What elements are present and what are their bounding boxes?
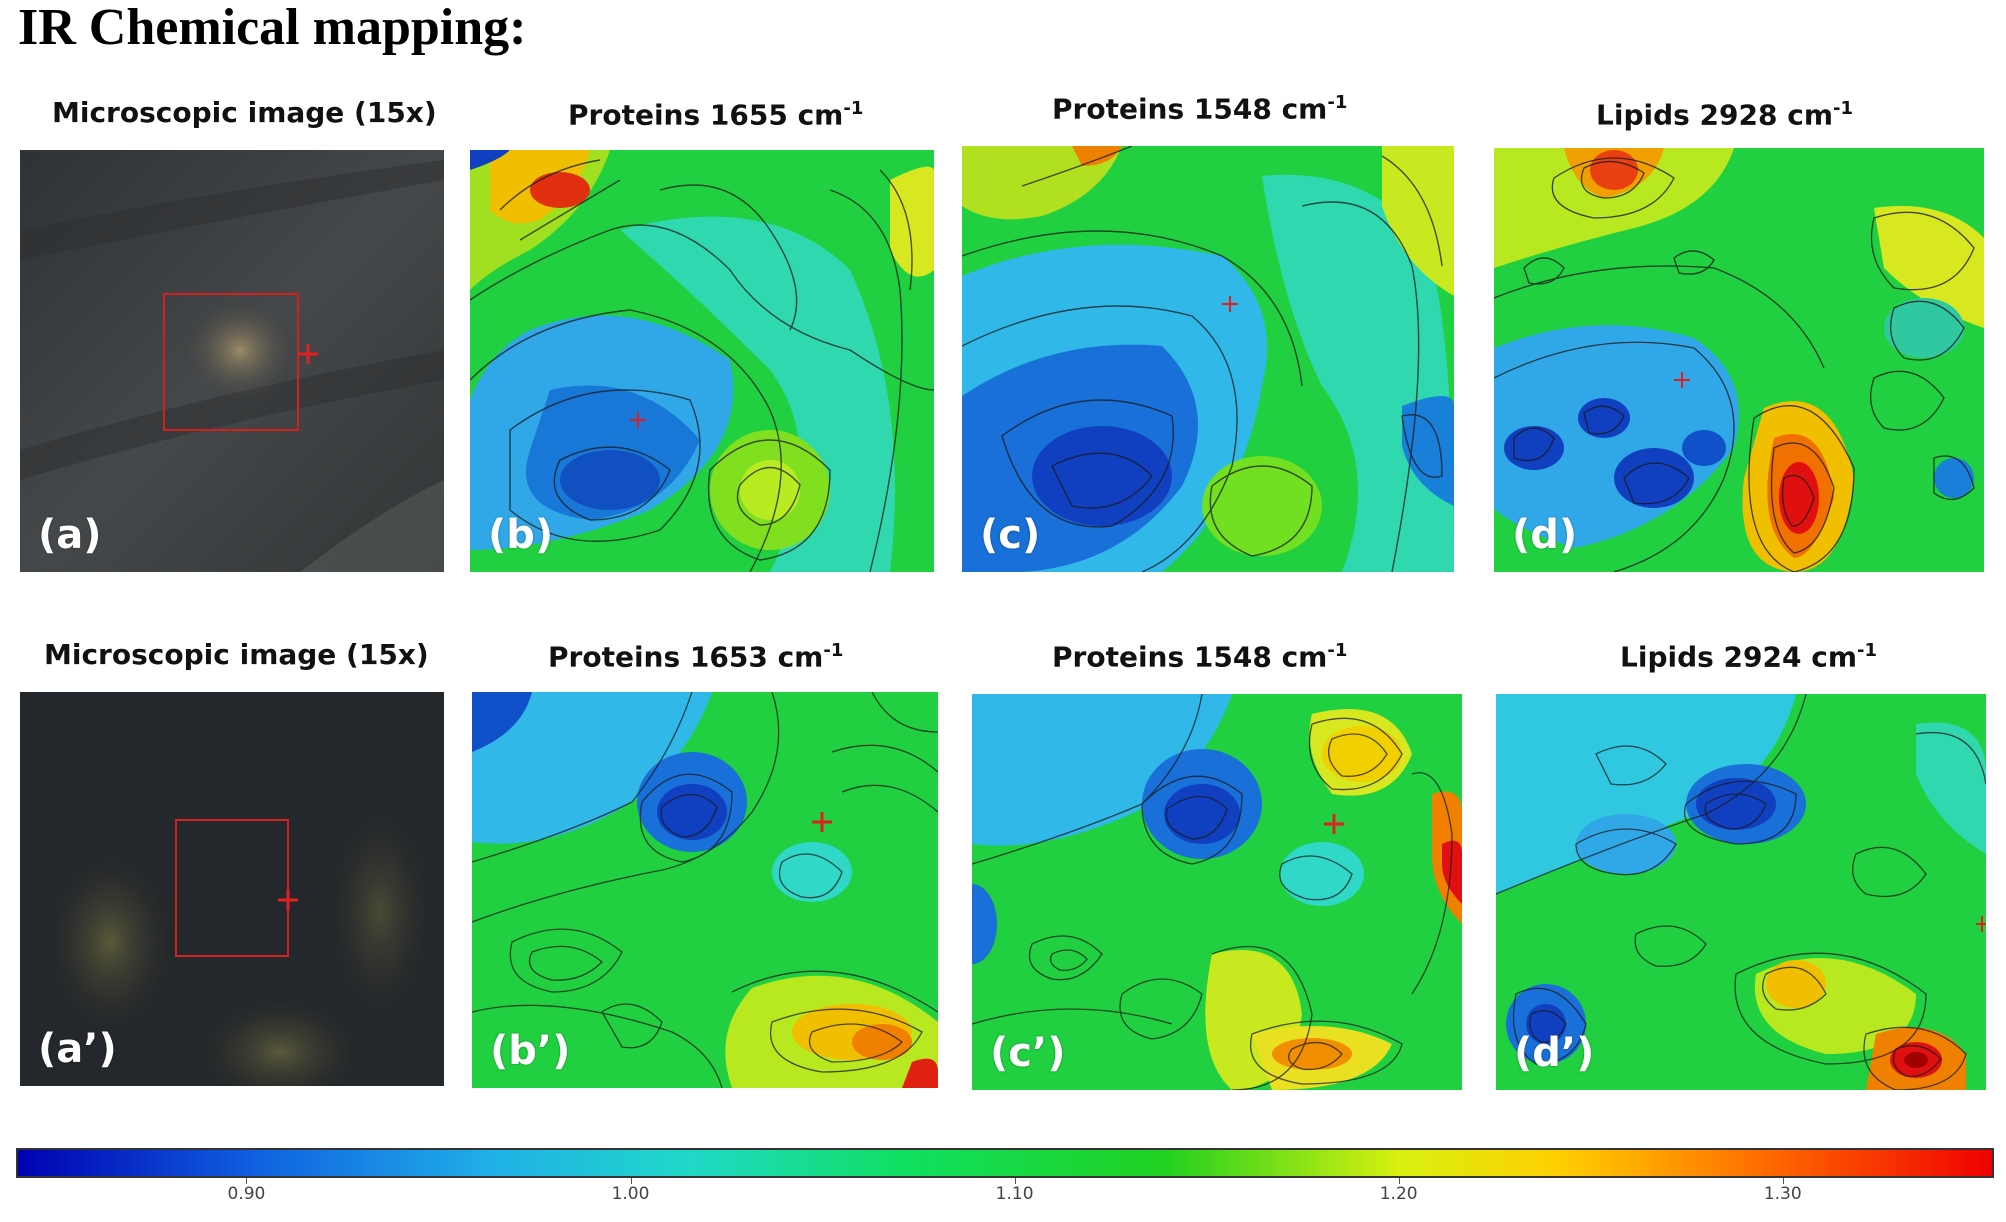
map-panel-d2: (d’) (1496, 694, 1986, 1090)
panel-b2-label: Proteins 1653 cm-1 (548, 640, 844, 674)
panel-a-label: Microscopic image (15x) (52, 96, 437, 129)
colorbar-tick-label: 1.20 (1379, 1184, 1418, 1204)
panel-d2-label: Lipids 2924 cm-1 (1620, 640, 1877, 674)
map-panel-c2: (c’) (972, 694, 1462, 1090)
panel-b-label: Proteins 1655 cm-1 (568, 98, 864, 132)
panel-d-letter: (d) (1512, 512, 1578, 558)
panel-d-label: Lipids 2928 cm-1 (1596, 98, 1853, 132)
panel-b-letter: (b) (488, 512, 554, 558)
map-panel-d: (d) (1494, 148, 1984, 572)
colorbar-tick-label: 1.10 (995, 1184, 1034, 1204)
panel-a2-label: Microscopic image (15x) (44, 638, 429, 671)
panel-a-letter: (a) (38, 512, 102, 558)
map-panel-c: (c) (962, 146, 1454, 572)
colorbar-tick-mark (1014, 1178, 1016, 1184)
colorbar-tick-mark (246, 1178, 248, 1184)
figure-title: IR Chemical mapping: (18, 0, 527, 56)
panel-d2-letter: (d’) (1514, 1030, 1595, 1076)
panel-c2-letter: (c’) (990, 1030, 1066, 1076)
colorbar-tick-mark (1782, 1178, 1784, 1184)
colorbar-tick-mark (1398, 1178, 1400, 1184)
panel-c2-label: Proteins 1548 cm-1 (1052, 640, 1348, 674)
panel-c-label: Proteins 1548 cm-1 (1052, 92, 1348, 126)
microscopic-image-a: (a) (20, 150, 444, 572)
colorbar (16, 1148, 1994, 1178)
map-panel-b: (b) (470, 150, 934, 572)
colorbar-tick-label: 1.00 (611, 1184, 650, 1204)
colorbar-tick-mark (630, 1178, 632, 1184)
map-panel-b2: (b’) (472, 692, 938, 1088)
microscopic-image-a2: (a’) (20, 692, 444, 1086)
panel-c-letter: (c) (980, 512, 1041, 558)
colorbar-tick-label: 0.90 (227, 1184, 266, 1204)
colorbar-tick-label: 1.30 (1763, 1184, 1802, 1204)
panel-a2-letter: (a’) (38, 1026, 117, 1072)
panel-b2-letter: (b’) (490, 1028, 571, 1074)
